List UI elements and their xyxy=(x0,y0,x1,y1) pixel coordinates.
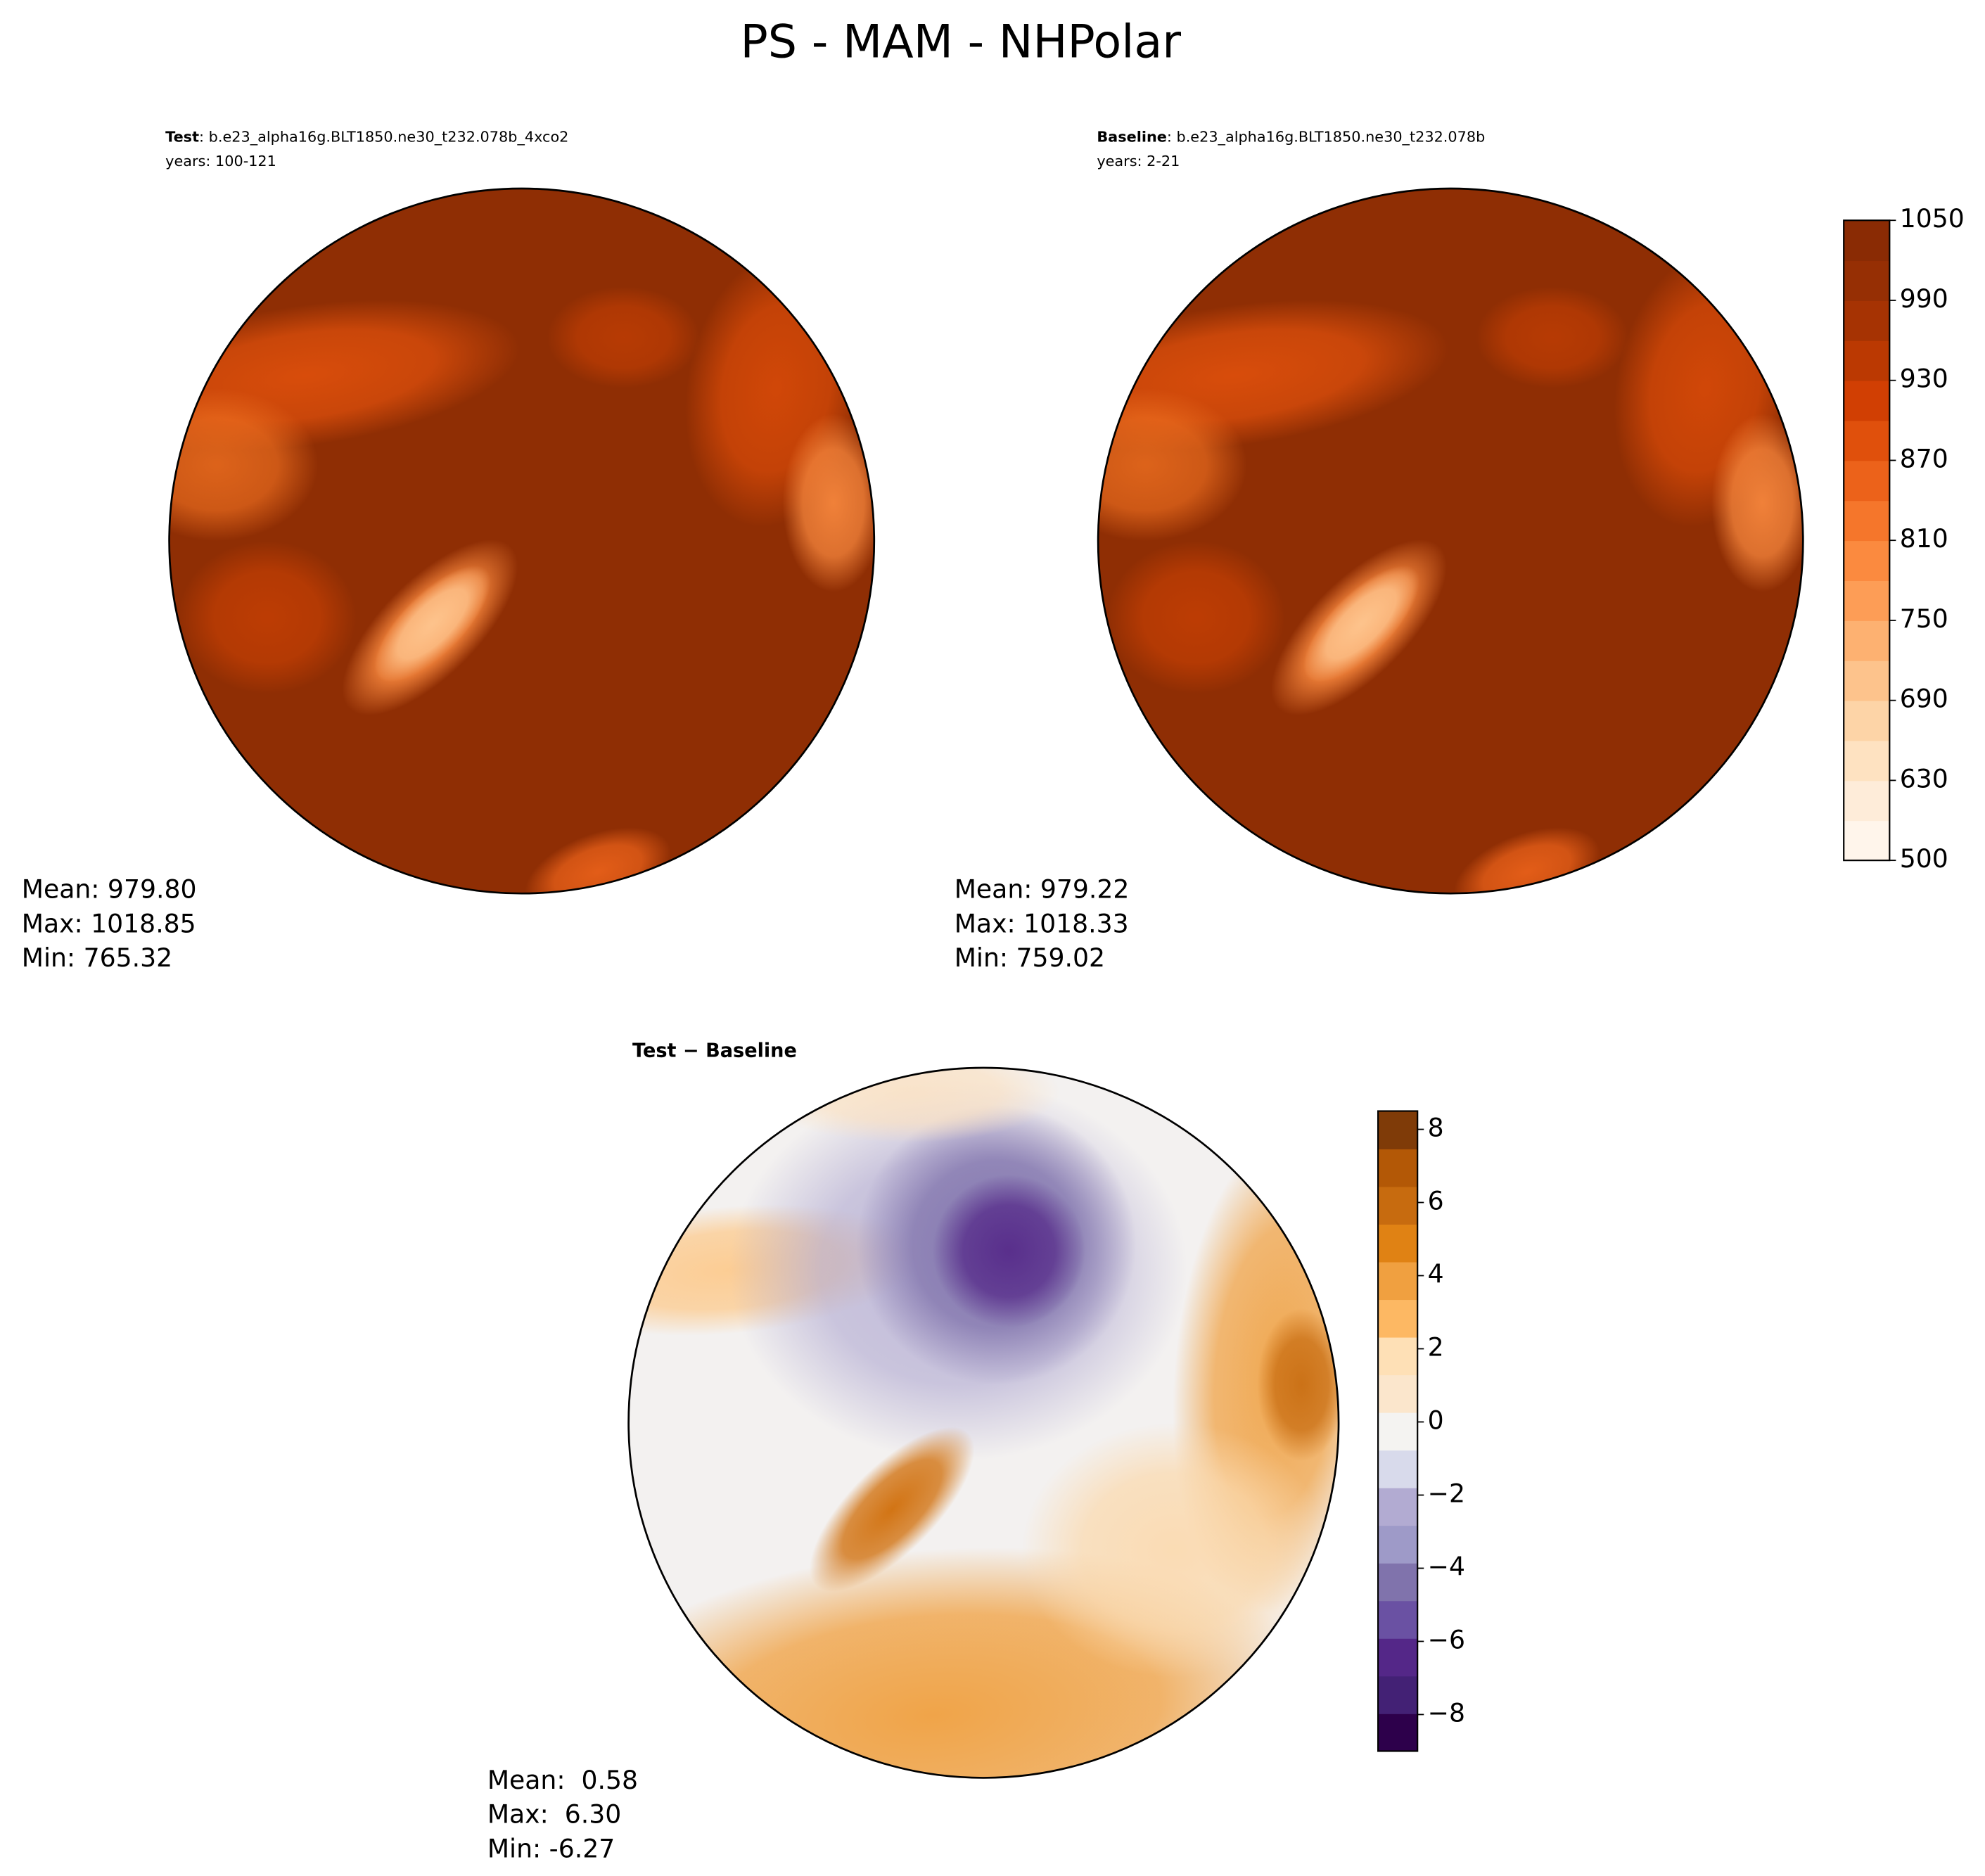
statistic: Mean: 979.22 xyxy=(955,874,1130,905)
colorbar-band xyxy=(1378,1149,1418,1187)
colorbar-band xyxy=(1844,660,1890,701)
field-region xyxy=(809,1427,975,1592)
colorbar-band xyxy=(1378,1676,1418,1714)
colorbar-band xyxy=(1844,340,1890,381)
colorbar-band xyxy=(1378,1186,1418,1225)
colorbar-tick-label: 1050 xyxy=(1900,203,1965,234)
field-region xyxy=(754,1068,1060,1143)
colorbar-band xyxy=(1378,1299,1418,1338)
colorbar-tick-label: 2 xyxy=(1428,1332,1444,1362)
colorbar-band xyxy=(1844,820,1890,862)
map-boundary xyxy=(168,187,876,895)
colorbar-tick-label: 4 xyxy=(1428,1258,1444,1289)
map-field xyxy=(1098,189,1804,894)
colorbar-band xyxy=(1378,1638,1418,1677)
panel-label: Test − Baseline xyxy=(632,1040,797,1061)
statistic: Min: -6.27 xyxy=(487,1834,615,1864)
colorbar-tick-label: 690 xyxy=(1900,684,1948,714)
years: years: 100-121 xyxy=(165,153,276,170)
colorbar-tick-label: −2 xyxy=(1428,1478,1465,1508)
statistic: Mean: 0.58 xyxy=(487,1765,638,1795)
colorbar-band xyxy=(1844,380,1890,421)
colorbar-band xyxy=(1844,540,1890,581)
field-region xyxy=(1303,566,1420,682)
case-name: : b.e23_alpha16g.BLT1850.ne30_t232.078b_… xyxy=(199,129,568,146)
field-region xyxy=(1711,414,1804,592)
panel-label: Test: b.e23_alpha16g.BLT1850.ne30_t232.0… xyxy=(165,129,568,146)
figure-title: PS - MAM - NHPolar xyxy=(741,16,1182,69)
colorbar-tick-label: −4 xyxy=(1428,1551,1465,1581)
map-field xyxy=(628,1068,1339,1778)
colorbar-tick-label: 6 xyxy=(1428,1186,1444,1216)
colorbar-band xyxy=(1844,780,1890,822)
field-region xyxy=(1454,827,1600,894)
statistic: Mean: 979.80 xyxy=(22,874,197,905)
colorbar-band xyxy=(1378,1224,1418,1263)
field-region xyxy=(1106,541,1286,694)
field-region xyxy=(1476,286,1629,389)
colorbar-band xyxy=(1378,1261,1418,1301)
field-region xyxy=(547,286,700,389)
colorbar-band xyxy=(1844,620,1890,661)
colorbar-band xyxy=(1378,1713,1418,1752)
colorbar-tick-label: 990 xyxy=(1900,283,1948,314)
colorbar-band xyxy=(1844,700,1890,741)
colorbar-band xyxy=(1844,220,1890,262)
statistic: Min: 765.32 xyxy=(22,943,172,973)
colorbar-tick-label: −8 xyxy=(1428,1697,1465,1728)
colorbar-tick-label: 930 xyxy=(1900,364,1948,394)
colorbar-tick-label: −6 xyxy=(1428,1624,1465,1654)
colorbar-band xyxy=(1378,1525,1418,1564)
colorbar-frame xyxy=(1377,1110,1419,1752)
years: years: 2-21 xyxy=(1097,153,1180,170)
field-region xyxy=(169,388,319,542)
colorbar-band xyxy=(1378,1562,1418,1602)
colorbar-band xyxy=(1378,1374,1418,1413)
colorbar-band xyxy=(1378,1487,1418,1526)
field-region xyxy=(1257,1308,1339,1461)
field-region xyxy=(525,827,671,894)
colorbar-band xyxy=(1378,1111,1418,1149)
case-name: : b.e23_alpha16g.BLT1850.ne30_t232.078b xyxy=(1167,129,1485,146)
colorbar-tick-label: 8 xyxy=(1428,1113,1444,1143)
field-region xyxy=(374,566,491,682)
colorbar-band xyxy=(1844,300,1890,341)
panel-label-name: Test xyxy=(165,129,199,146)
field-region xyxy=(932,1174,1086,1328)
field-region xyxy=(1098,388,1247,542)
panel-label-name: Baseline xyxy=(1097,129,1167,146)
colorbar-tick-label: 870 xyxy=(1900,443,1948,473)
colorbar-tick-label: 630 xyxy=(1900,763,1948,793)
colorbar-band xyxy=(1844,580,1890,621)
colorbar-band xyxy=(1378,1450,1418,1488)
colorbar-band xyxy=(1378,1600,1418,1639)
colorbar-band xyxy=(1844,460,1890,502)
field-region xyxy=(1021,1422,1327,1678)
colorbar-band xyxy=(1378,1336,1418,1376)
statistic: Max: 1018.85 xyxy=(22,908,196,938)
colorbar-tick-label: 750 xyxy=(1900,604,1948,634)
colorbar-tick-label: 810 xyxy=(1900,523,1948,554)
statistic: Min: 759.02 xyxy=(955,943,1105,973)
panel-label-name: Test − Baseline xyxy=(632,1040,797,1061)
colorbar-band xyxy=(1844,260,1890,301)
field-region xyxy=(782,414,874,592)
colorbar-band xyxy=(1844,740,1890,781)
statistic: Max: 1018.33 xyxy=(955,908,1129,938)
statistic: Max: 6.30 xyxy=(487,1799,621,1830)
colorbar-band xyxy=(1844,500,1890,542)
panel-label: Baseline: b.e23_alpha16g.BLT1850.ne30_t2… xyxy=(1097,129,1485,146)
colorbar-band xyxy=(1844,420,1890,461)
colorbar-band xyxy=(1378,1412,1418,1451)
map-field xyxy=(169,189,874,894)
colorbar-tick-label: 0 xyxy=(1428,1405,1444,1435)
field-region xyxy=(178,541,357,694)
map-boundary xyxy=(1097,187,1804,895)
colorbar-tick-label: 500 xyxy=(1900,843,1948,874)
map-boundary xyxy=(627,1066,1340,1779)
